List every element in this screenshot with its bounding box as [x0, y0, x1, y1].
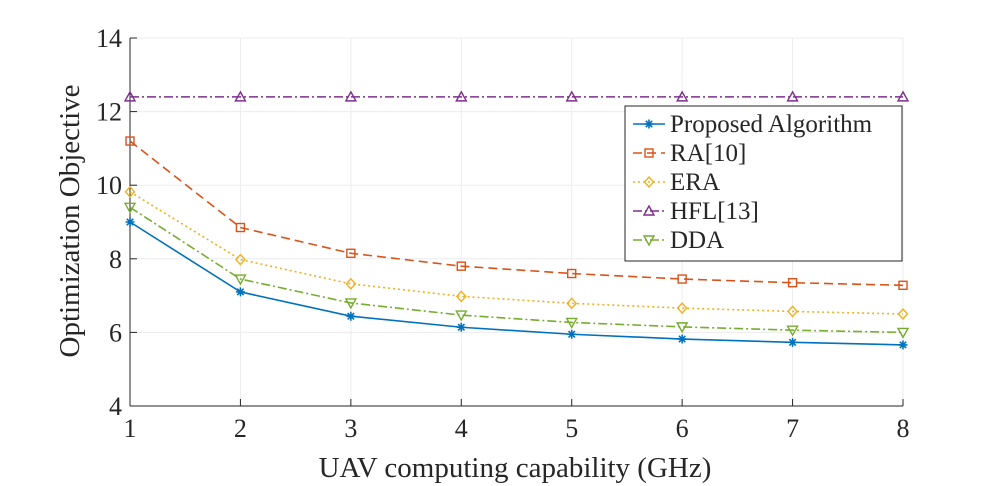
data-point-dda — [675, 322, 689, 334]
series-ra-10 — [125, 136, 908, 290]
data-point-proposed-algorithm — [677, 334, 687, 344]
series-layer — [123, 90, 910, 350]
series-era — [124, 185, 909, 321]
data-point-era — [676, 302, 688, 315]
data-point-dda — [234, 274, 247, 286]
y-axis-title: Optimization Objective — [54, 84, 86, 357]
data-point-dda — [455, 310, 468, 322]
data-point-hfl-13 — [344, 90, 358, 102]
x-axis-title: UAV computing capability (GHz) — [319, 452, 712, 484]
data-point-dda — [786, 325, 799, 337]
data-point-proposed-algorithm — [456, 322, 466, 332]
series-line-dda — [129, 206, 904, 334]
data-point-hfl-13 — [675, 90, 689, 102]
data-point-ra-10 — [677, 274, 687, 284]
legend-label-dda: DDA — [670, 227, 724, 254]
x-tick-label: 4 — [455, 414, 468, 443]
data-point-ra-10 — [346, 248, 356, 258]
legend-marker-proposed-algorithm — [644, 119, 654, 129]
data-point-hfl-13 — [896, 90, 910, 102]
data-point-dda — [123, 202, 137, 214]
data-point-proposed-algorithm — [788, 337, 798, 347]
series-proposed-algorithm — [125, 217, 908, 350]
legend-label-hfl-13: HFL[13] — [670, 198, 759, 225]
series-hfl-13 — [123, 90, 910, 102]
y-tick-label: 6 — [109, 318, 122, 347]
data-point-era — [345, 277, 357, 290]
legend-box — [624, 105, 903, 262]
data-point-era — [234, 253, 246, 266]
data-point-ra-10 — [456, 261, 466, 271]
y-tick-label: 4 — [109, 392, 122, 421]
legend-marker-dda — [642, 235, 656, 247]
y-tick-label: 12 — [96, 98, 122, 127]
data-point-ra-10 — [235, 222, 246, 233]
data-point-proposed-algorithm — [235, 287, 245, 297]
data-point-dda — [565, 317, 578, 329]
legend-marker-ra-10 — [644, 148, 654, 158]
data-point-proposed-algorithm — [898, 340, 908, 350]
x-tick-label: 5 — [565, 414, 578, 443]
data-point-ra-10 — [787, 278, 798, 288]
data-point-era — [566, 297, 578, 310]
legend-label-era: ERA — [670, 169, 720, 196]
series-line-era — [129, 191, 904, 315]
data-point-ra-10 — [567, 268, 577, 279]
data-point-dda — [896, 327, 910, 339]
data-point-dda — [344, 298, 358, 310]
legend-label-ra-10: RA[10] — [670, 140, 746, 167]
data-point-era — [787, 305, 799, 318]
x-tick-label: 7 — [786, 414, 799, 443]
series-line-proposed-algorithm — [129, 221, 904, 346]
data-point-hfl-13 — [123, 90, 137, 102]
data-point-era — [897, 307, 909, 321]
y-tick-label: 8 — [109, 245, 122, 274]
data-point-hfl-13 — [786, 90, 799, 102]
data-point-hfl-13 — [455, 90, 468, 102]
x-tick-label: 6 — [676, 414, 689, 443]
data-point-era — [124, 185, 136, 198]
data-point-proposed-algorithm — [567, 329, 577, 339]
data-point-era — [455, 290, 467, 303]
x-tick-label: 3 — [344, 414, 357, 443]
x-tick-label: 1 — [124, 414, 137, 443]
data-point-proposed-algorithm — [346, 311, 356, 321]
series-dda — [123, 202, 910, 339]
series-line-ra-10 — [129, 140, 904, 287]
y-tick-label: 14 — [96, 24, 122, 53]
x-tick-label: 8 — [897, 414, 910, 443]
data-point-hfl-13 — [565, 90, 578, 102]
data-point-proposed-algorithm — [125, 217, 135, 227]
data-point-hfl-13 — [234, 90, 247, 102]
x-tick-label: 2 — [234, 414, 247, 443]
legend-marker-hfl-13 — [642, 204, 656, 216]
data-point-ra-10 — [898, 280, 908, 290]
legend-marker-era — [643, 175, 655, 189]
legend-label-proposed-algorithm: Proposed Algorithm — [670, 111, 873, 138]
data-point-ra-10 — [125, 136, 135, 146]
y-tick-label: 10 — [96, 171, 122, 200]
